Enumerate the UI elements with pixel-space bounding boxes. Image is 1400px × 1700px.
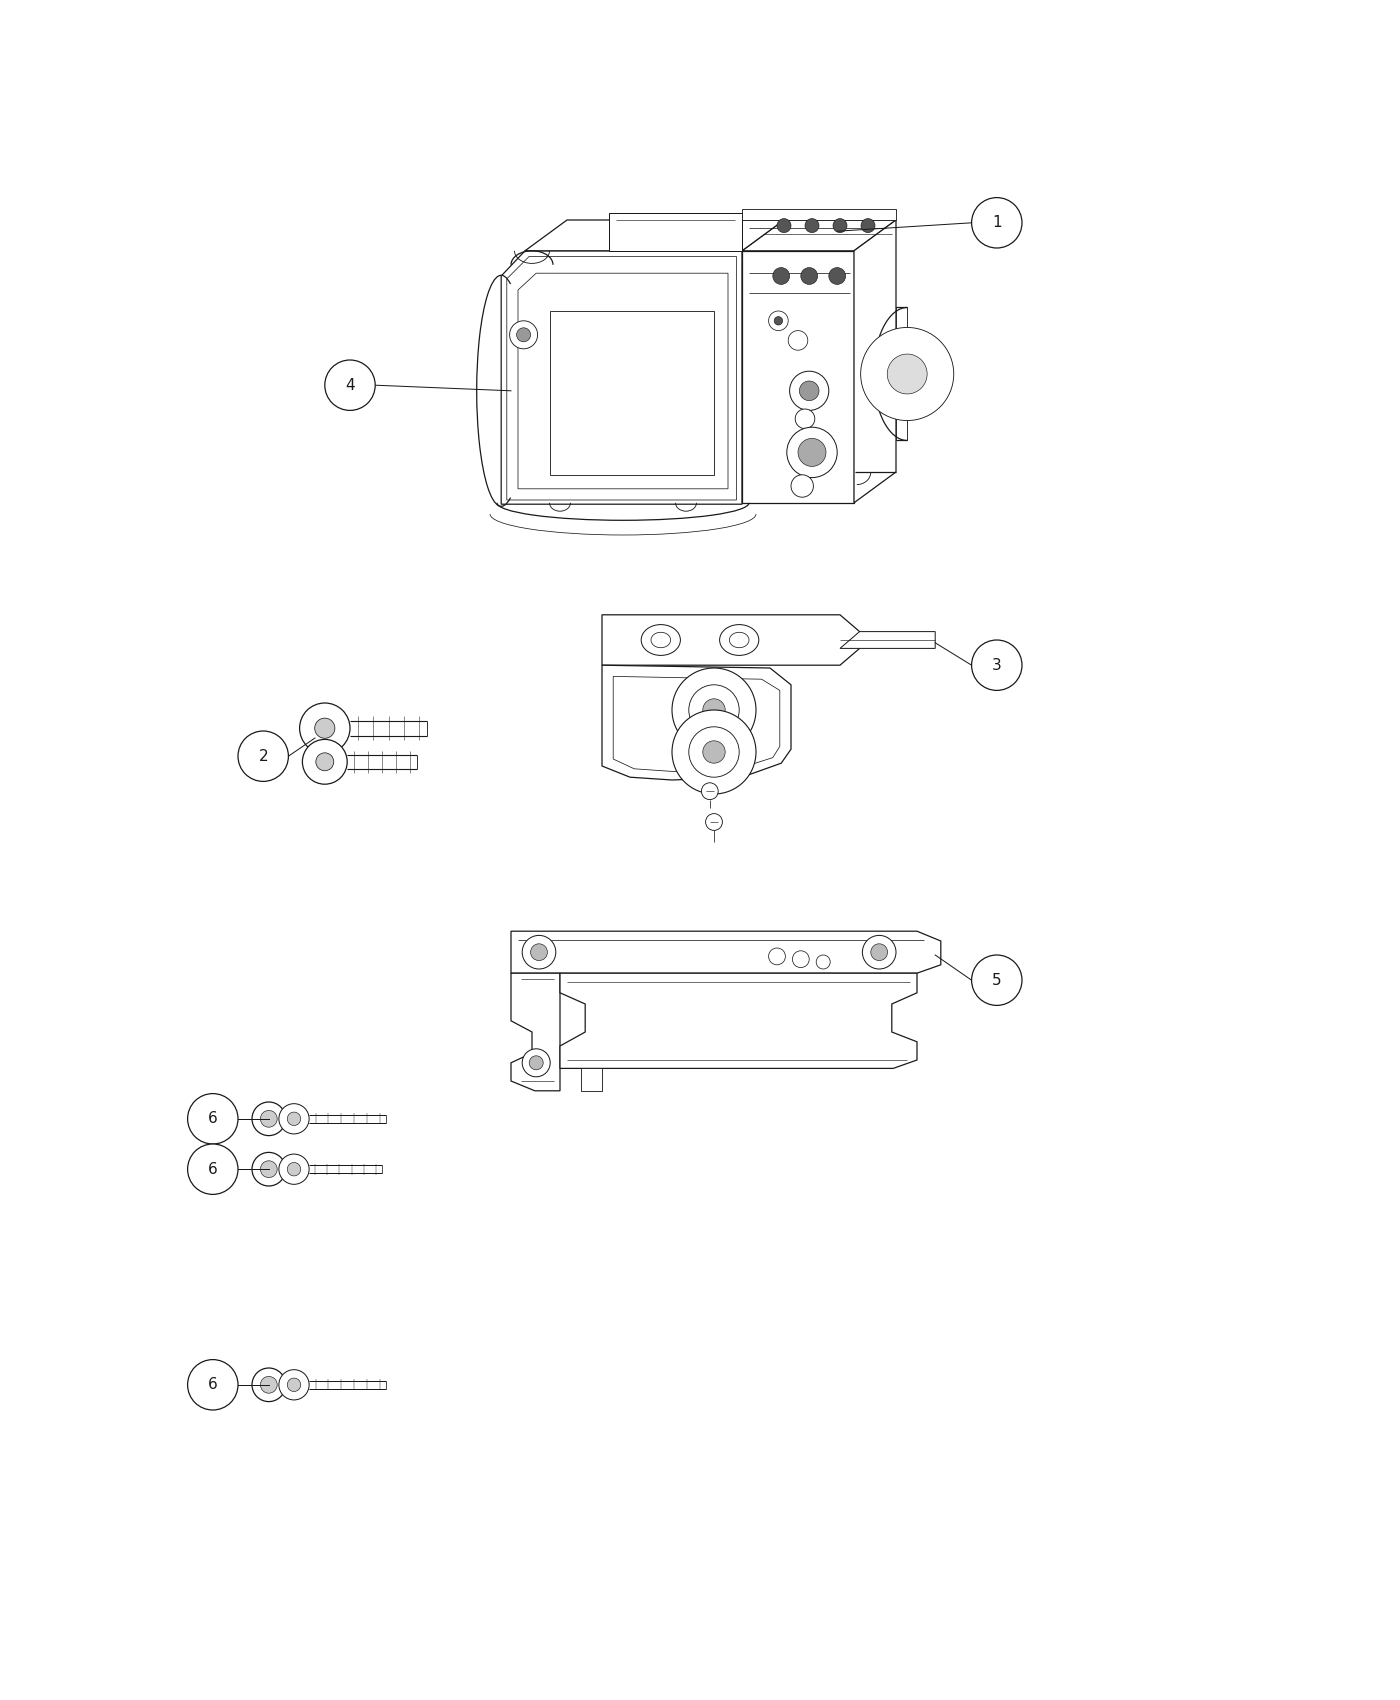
Circle shape [517,328,531,342]
Polygon shape [742,209,896,219]
Circle shape [302,740,347,784]
Polygon shape [602,665,791,780]
Circle shape [701,782,718,799]
Circle shape [774,316,783,325]
Circle shape [260,1161,277,1178]
Text: 3: 3 [993,658,1001,673]
Circle shape [531,944,547,960]
Polygon shape [550,311,714,474]
Circle shape [769,949,785,966]
Circle shape [790,371,829,410]
Circle shape [279,1370,309,1399]
Circle shape [861,219,875,233]
Circle shape [888,354,927,394]
Circle shape [805,219,819,233]
Circle shape [795,410,815,428]
Text: 6: 6 [209,1377,217,1392]
Circle shape [703,741,725,763]
Circle shape [706,814,722,830]
Circle shape [801,267,818,284]
Circle shape [861,328,953,420]
Circle shape [252,1368,286,1401]
Circle shape [689,685,739,734]
Circle shape [833,219,847,233]
Circle shape [816,955,830,969]
Polygon shape [511,932,941,972]
Circle shape [287,1379,301,1392]
Polygon shape [840,632,935,648]
Circle shape [260,1110,277,1127]
Circle shape [279,1103,309,1134]
Circle shape [510,321,538,348]
Circle shape [773,267,790,284]
Circle shape [777,219,791,233]
Circle shape [829,267,846,284]
Polygon shape [581,1068,602,1091]
Polygon shape [742,219,896,252]
Circle shape [972,955,1022,1005]
Circle shape [522,935,556,969]
Circle shape [798,439,826,466]
Circle shape [672,711,756,794]
Circle shape [252,1102,286,1136]
Circle shape [325,360,375,410]
Text: 2: 2 [259,748,267,763]
Polygon shape [511,972,560,1091]
Polygon shape [602,615,860,665]
Text: 6: 6 [209,1161,217,1176]
Circle shape [188,1144,238,1195]
Circle shape [188,1093,238,1144]
Circle shape [689,728,739,777]
Text: 6: 6 [209,1112,217,1127]
Text: 5: 5 [993,972,1001,988]
Circle shape [769,311,788,330]
Circle shape [529,1056,543,1069]
Circle shape [315,717,335,738]
Polygon shape [609,212,742,252]
Circle shape [279,1154,309,1185]
Circle shape [287,1112,301,1125]
Circle shape [238,731,288,782]
Circle shape [672,668,756,751]
Circle shape [287,1163,301,1176]
Circle shape [792,950,809,967]
Circle shape [316,753,333,770]
Circle shape [252,1153,286,1187]
Circle shape [788,330,808,350]
Circle shape [260,1377,277,1394]
Circle shape [871,944,888,960]
Circle shape [972,639,1022,690]
Text: 4: 4 [346,377,354,393]
Circle shape [522,1049,550,1076]
Circle shape [703,699,725,721]
Circle shape [799,381,819,401]
Polygon shape [525,219,784,252]
Circle shape [787,427,837,478]
Polygon shape [560,972,917,1068]
Polygon shape [742,252,854,503]
Circle shape [300,704,350,753]
Circle shape [791,474,813,496]
Polygon shape [896,308,907,440]
Text: 1: 1 [993,216,1001,230]
Circle shape [188,1360,238,1409]
Circle shape [972,197,1022,248]
Polygon shape [501,252,742,505]
Circle shape [862,935,896,969]
Polygon shape [854,219,896,503]
